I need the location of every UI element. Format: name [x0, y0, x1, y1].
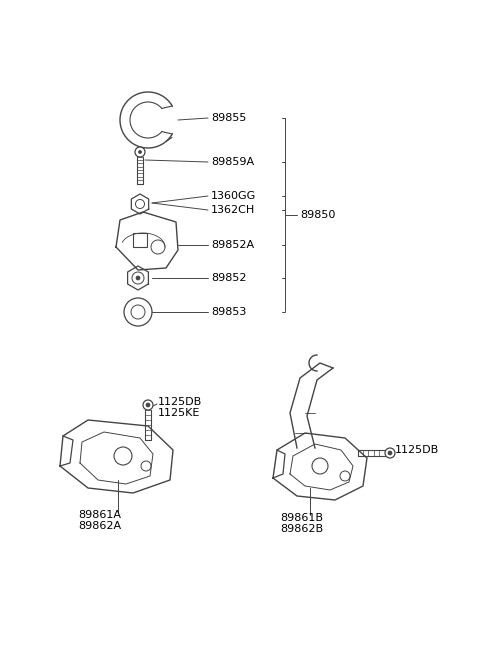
Text: 1362CH: 1362CH [211, 205, 255, 215]
Circle shape [143, 400, 153, 410]
Polygon shape [128, 266, 148, 290]
Text: 89861A: 89861A [78, 510, 121, 520]
Text: 89862A: 89862A [78, 521, 121, 531]
Text: 89859A: 89859A [211, 157, 254, 167]
Polygon shape [116, 212, 178, 270]
Circle shape [385, 448, 395, 458]
Circle shape [146, 403, 150, 407]
Circle shape [132, 272, 144, 284]
Circle shape [136, 276, 140, 280]
Circle shape [124, 298, 152, 326]
Circle shape [114, 447, 132, 465]
Text: 89852A: 89852A [211, 240, 254, 250]
Bar [133, 233, 147, 247]
Circle shape [388, 451, 392, 455]
Circle shape [340, 471, 350, 481]
Text: 89862B: 89862B [280, 524, 323, 534]
Text: 1125KE: 1125KE [158, 408, 200, 418]
Text: 89855: 89855 [211, 113, 246, 123]
Text: 89853: 89853 [211, 307, 246, 317]
Polygon shape [273, 433, 367, 500]
Text: 1360GG: 1360GG [211, 191, 256, 201]
Circle shape [151, 240, 165, 254]
Polygon shape [60, 420, 173, 493]
Text: 89850: 89850 [300, 210, 336, 219]
Text: 1125DB: 1125DB [395, 445, 439, 455]
Text: 89861B: 89861B [280, 513, 323, 523]
Circle shape [141, 461, 151, 471]
Circle shape [131, 305, 145, 319]
Polygon shape [132, 194, 149, 214]
Circle shape [139, 151, 142, 153]
Circle shape [135, 200, 144, 208]
Text: 89852: 89852 [211, 273, 247, 283]
Circle shape [312, 458, 328, 474]
Circle shape [135, 147, 145, 157]
Text: 1125DB: 1125DB [158, 397, 202, 407]
